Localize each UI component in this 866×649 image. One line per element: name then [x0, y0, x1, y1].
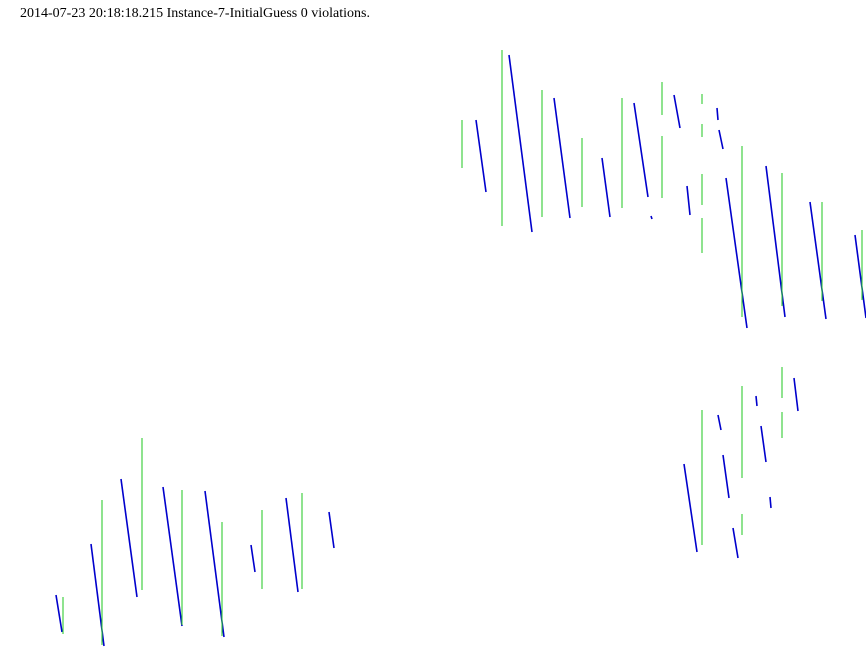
blue-segment-29: [683, 463, 698, 553]
blue-segment-52: [250, 544, 256, 573]
blue-segment-1: [475, 119, 487, 193]
blue-segment-7: [601, 157, 611, 218]
blue-segment-32: [722, 454, 730, 499]
blue-segment-20: [718, 129, 724, 150]
blue-segment-46: [120, 478, 138, 598]
blue-segment-13: [673, 94, 681, 129]
blue-segment-5: [553, 97, 571, 219]
blue-segment-9: [633, 102, 649, 198]
status-line: 2014-07-23 20:18:18.215 Instance-7-Initi…: [20, 6, 370, 21]
blue-segment-41: [793, 377, 799, 412]
blue-segment-27: [854, 234, 866, 319]
blue-segment-3: [508, 54, 533, 233]
blue-segment-54: [285, 497, 299, 593]
blue-segment-21: [725, 177, 748, 329]
blue-segment-48: [162, 486, 183, 627]
blue-segment-25: [809, 201, 827, 320]
segment-group: [55, 50, 866, 647]
blue-segment-42: [55, 594, 63, 633]
blue-segment-10: [650, 215, 653, 220]
blue-segment-19: [716, 107, 719, 121]
blue-segment-37: [760, 425, 767, 463]
blue-segment-36: [755, 395, 758, 407]
blue-segment-50: [204, 490, 225, 638]
blue-segment-33: [732, 527, 739, 559]
blue-segment-31: [717, 414, 722, 431]
blue-segment-14: [686, 185, 691, 216]
blue-segment-56: [328, 511, 335, 549]
blue-segment-38: [769, 496, 772, 509]
